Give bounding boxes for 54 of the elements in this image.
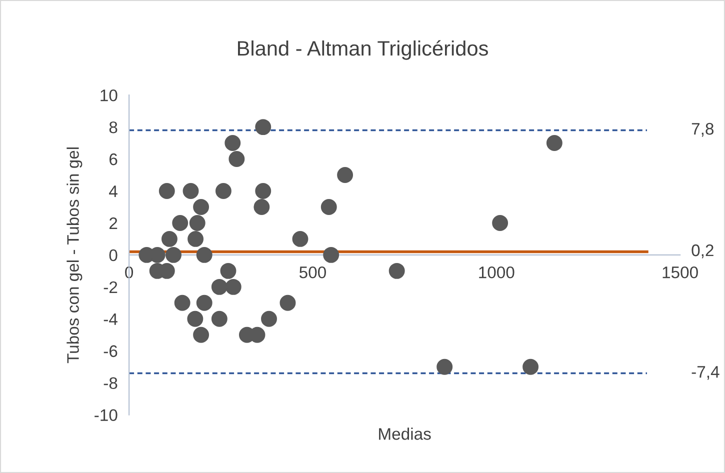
y-tick-label: -4 (104, 313, 118, 325)
y-tick-label: -10 (94, 409, 118, 422)
point (211, 310, 228, 327)
point (436, 358, 453, 375)
point (224, 135, 241, 152)
y-tick-label: 4 (109, 186, 118, 198)
point (211, 278, 228, 295)
point (172, 214, 188, 231)
point (158, 183, 175, 199)
point (320, 199, 337, 215)
x-tick-label: 1000 (479, 266, 514, 278)
point (388, 262, 405, 279)
y-tick-label: 6 (110, 153, 118, 166)
point (161, 230, 178, 247)
y-tick-label: 8 (109, 121, 118, 134)
point (189, 214, 206, 231)
y-tick-label: -8 (104, 377, 118, 390)
ref-line-label: -7,4 (692, 366, 720, 380)
point (255, 183, 272, 199)
point (196, 246, 212, 263)
x-tick-label: 500 (299, 266, 326, 278)
x-axis-title: Medias (379, 428, 431, 440)
point (187, 310, 204, 327)
y-tick-label: 2 (110, 217, 118, 230)
point (193, 326, 210, 343)
point (280, 294, 296, 311)
point (182, 183, 199, 199)
point (254, 199, 270, 215)
point (215, 183, 232, 199)
point (261, 310, 277, 327)
y-axis-title: Tubos con gel - Tubos sin gel (66, 148, 82, 364)
point (492, 214, 508, 231)
ref-line-label: 7,8 (692, 122, 714, 137)
y-tick-label: 0 (109, 249, 118, 262)
y-tick-label: -6 (104, 345, 118, 358)
point (546, 135, 562, 152)
point (292, 230, 308, 247)
point (255, 119, 272, 136)
point (220, 262, 236, 279)
ref-line-label: 0,2 (692, 244, 714, 258)
point (188, 230, 204, 247)
point (522, 358, 539, 375)
chart-title: Bland - Altman Triglicéridos (238, 40, 488, 60)
point (337, 167, 354, 183)
point (196, 294, 212, 311)
y-tick-label: 10 (100, 89, 118, 102)
point (174, 294, 190, 311)
point (193, 199, 210, 215)
point (228, 151, 245, 167)
point (323, 246, 340, 263)
point (166, 246, 182, 263)
x-tick-label: 1500 (662, 266, 698, 278)
point (225, 278, 242, 295)
y-tick-label: -2 (104, 281, 118, 293)
